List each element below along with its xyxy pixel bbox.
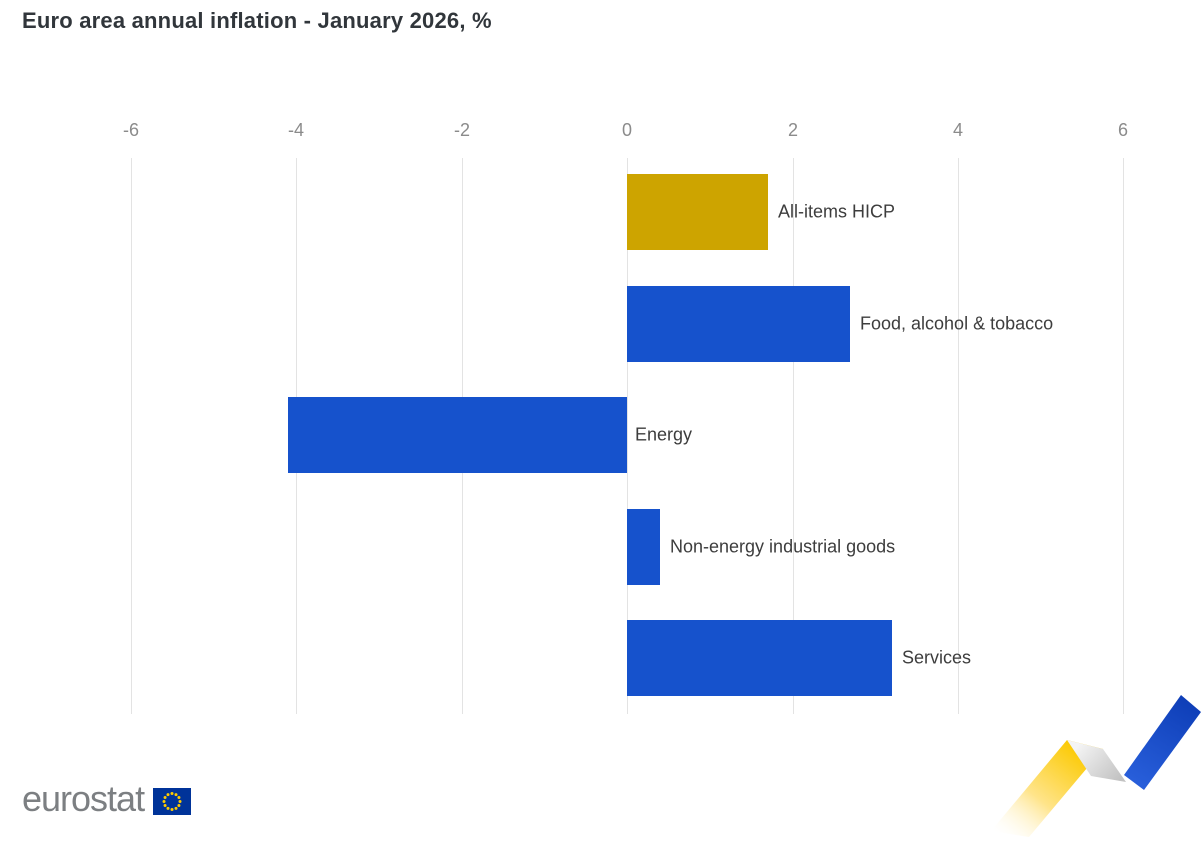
gridline-4 — [793, 158, 794, 714]
x-tick-label-5: 4 — [952, 120, 964, 140]
x-tick-label-4: 2 — [787, 120, 799, 140]
x-tick-label-0: -6 — [122, 120, 140, 140]
x-tick-label-6: 6 — [1117, 120, 1129, 140]
eurostat-ribbon-graphic — [991, 695, 1201, 837]
bar-label-energy: Energy — [635, 424, 693, 445]
bar-services — [627, 620, 892, 696]
bar-all-items-hicp — [627, 174, 768, 250]
bar-label-services: Services — [902, 647, 972, 668]
gridline-0 — [131, 158, 132, 714]
gridline-5 — [958, 158, 959, 714]
ribbon-gray-fold — [1067, 740, 1126, 782]
gridline-6 — [1123, 158, 1124, 714]
ribbon-yellow-band — [991, 740, 1103, 837]
eurostat-logo: eurostat — [22, 778, 192, 819]
bar-non-energy-industrial-goods — [627, 509, 660, 585]
bar-food-alcohol-tobacco — [627, 286, 850, 362]
bar-label-non-energy-industrial-goods: Non-energy industrial goods — [670, 536, 896, 557]
bar-label-all-items-hicp: All-items HICP — [778, 201, 896, 222]
x-tick-label-1: -4 — [287, 120, 305, 140]
chart-title: Euro area annual inflation - January 202… — [22, 8, 492, 33]
x-tick-label-2: -2 — [453, 120, 471, 140]
x-tick-label-3: 0 — [621, 120, 633, 140]
bar-energy — [288, 397, 627, 473]
ribbon-blue-band — [1124, 695, 1201, 790]
eu-flag-icon — [153, 787, 192, 815]
eurostat-logo-text: eurostat — [22, 778, 145, 819]
gridline-3 — [627, 158, 628, 714]
bar-label-food-alcohol-tobacco: Food, alcohol & tobacco — [860, 313, 1054, 334]
